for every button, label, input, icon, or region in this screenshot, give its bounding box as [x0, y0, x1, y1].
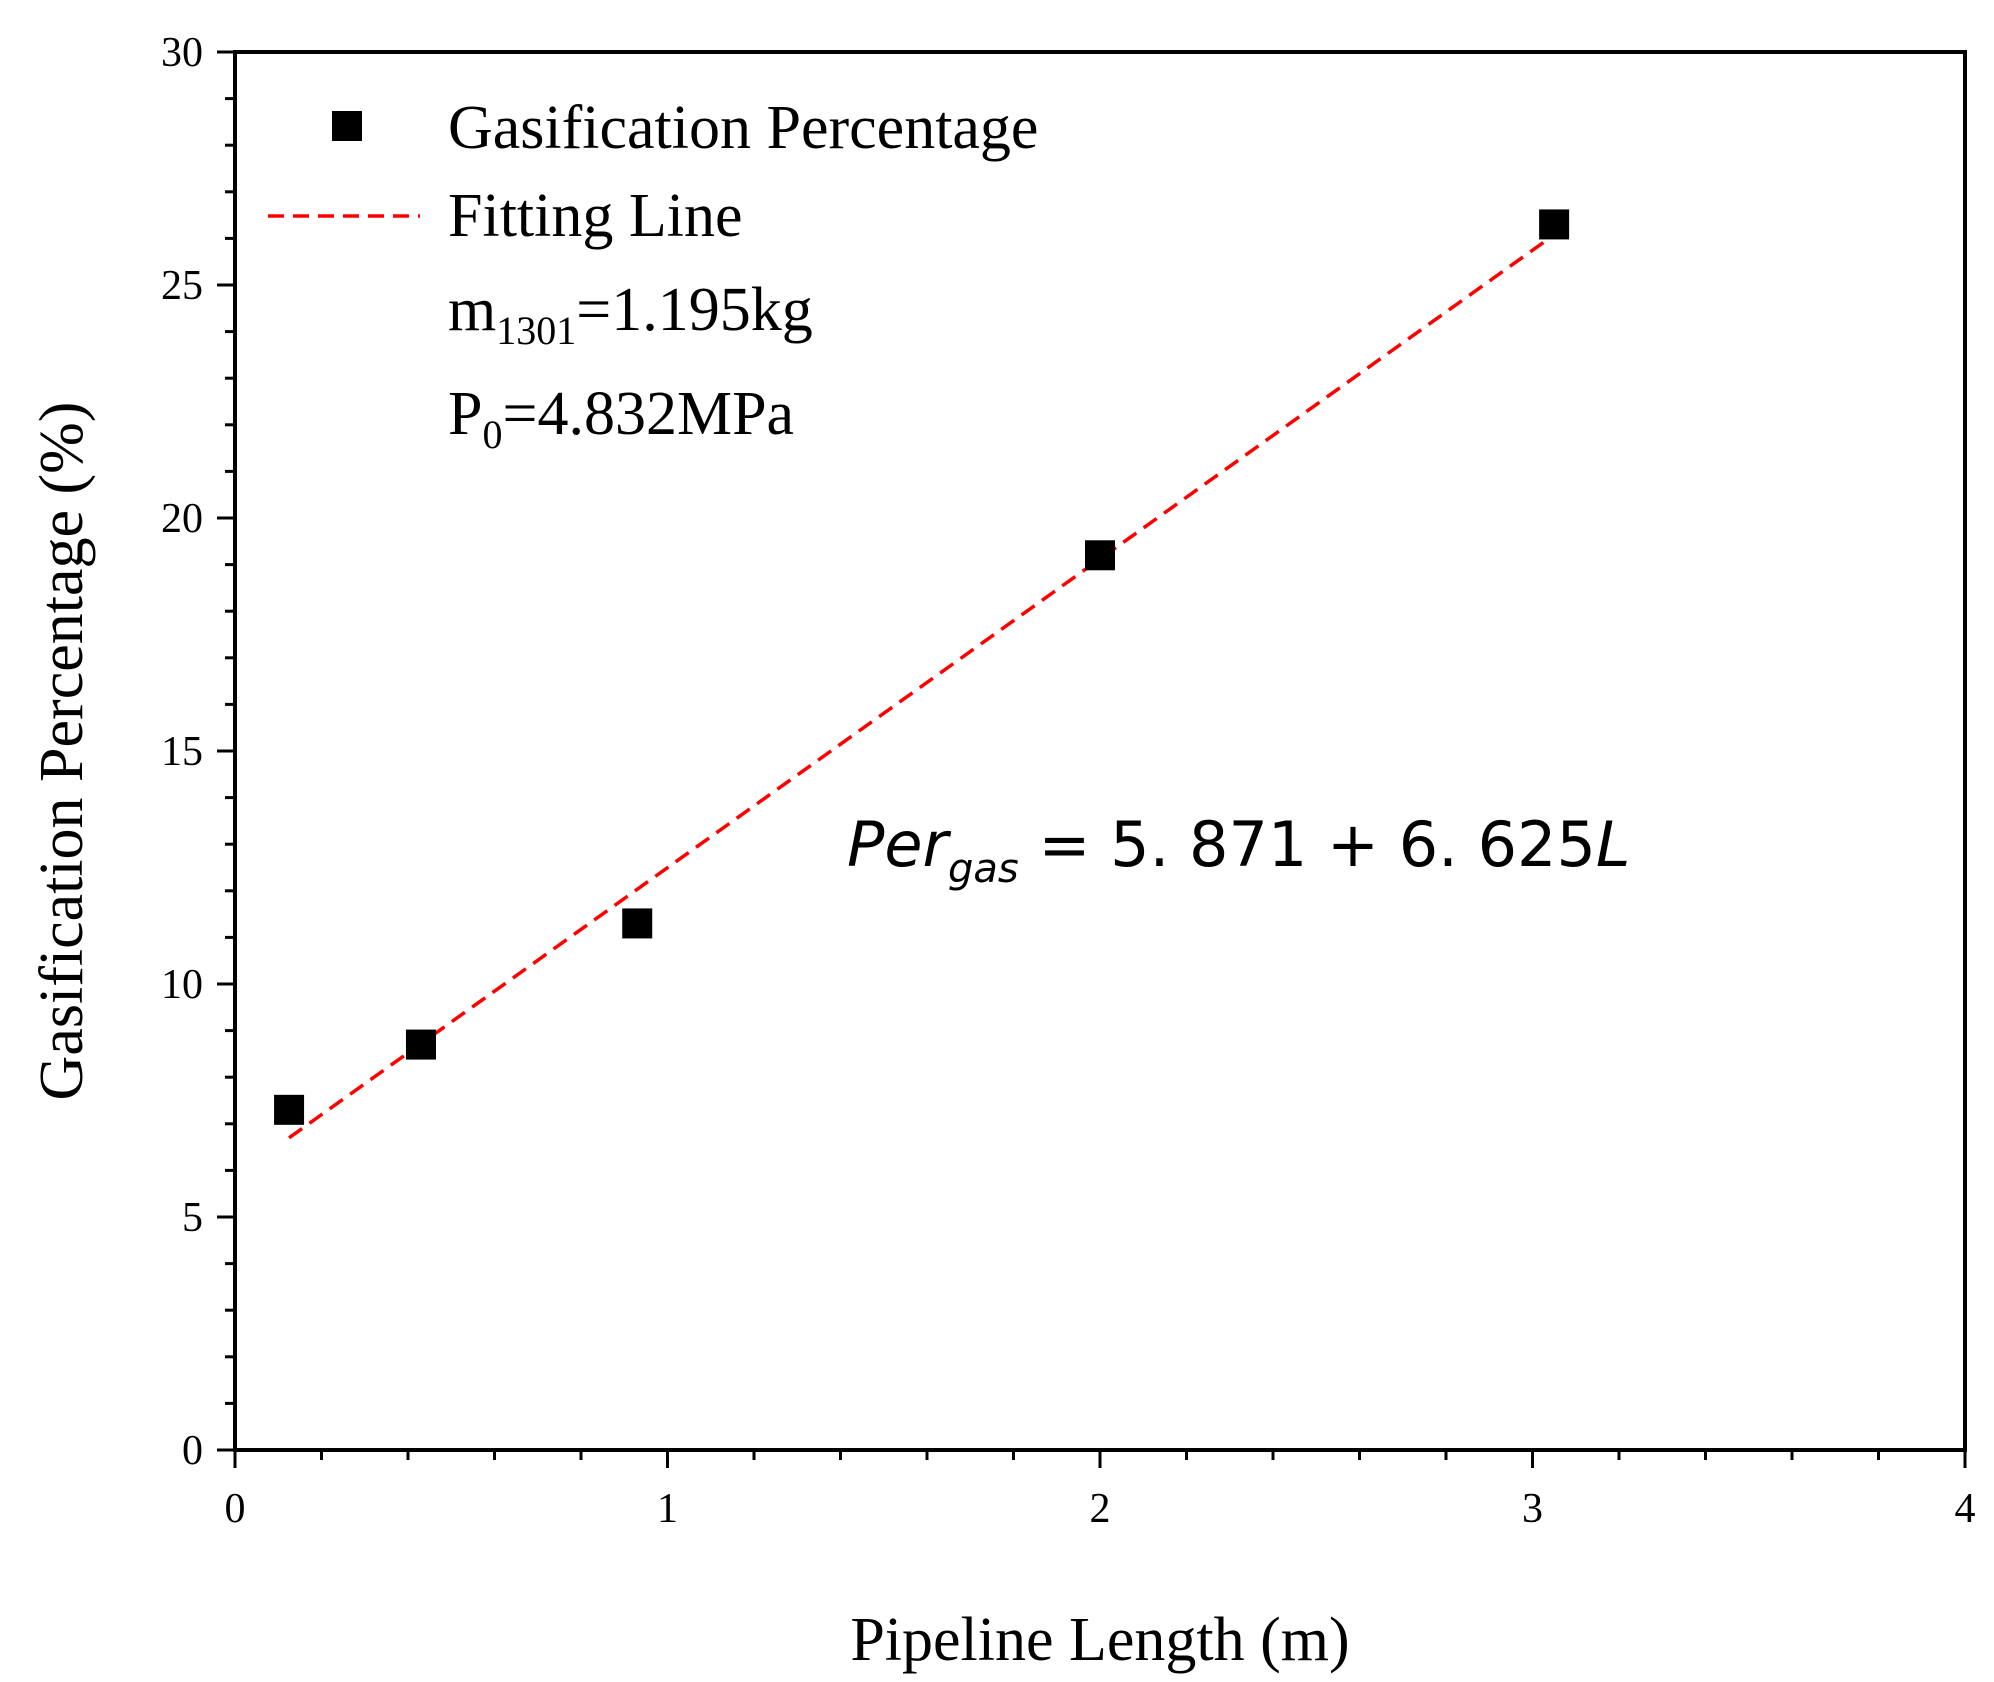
- y-tick-label: 10: [161, 962, 203, 1008]
- y-tick-label: 30: [161, 30, 203, 76]
- y-tick-label: 0: [182, 1428, 203, 1474]
- y-tick-label: 15: [161, 729, 203, 775]
- mass-subscript: 1301: [496, 308, 576, 353]
- pressure-subscript: 0: [482, 412, 502, 457]
- data-point: [274, 1094, 305, 1125]
- pressure-value: =4.832MPa: [502, 380, 794, 448]
- y-tick-label: 5: [182, 1195, 203, 1241]
- legend-label-fitting-line: Fitting Line: [448, 182, 743, 250]
- fit-equation: Pergas = 5. 871 + 6. 625L: [847, 808, 1630, 892]
- data-point: [1085, 540, 1115, 571]
- x-tick-label: 2: [1090, 1486, 1111, 1532]
- x-tick-label: 1: [657, 1486, 678, 1532]
- x-tick-label: 4: [1955, 1486, 1976, 1532]
- y-axis-title: Gasification Percentage (%): [28, 402, 96, 1101]
- legend-label-gasification: Gasification Percentage: [448, 94, 1038, 162]
- data-point: [1539, 209, 1570, 240]
- mass-value: =1.195kg: [576, 276, 812, 344]
- legend-square-marker: [332, 111, 362, 141]
- x-axis-ticks: 0 1 2 3 4: [225, 1450, 1976, 1532]
- mass-symbol: m: [448, 276, 496, 344]
- mass-annotation: m1301=1.195kg: [448, 276, 813, 353]
- legend: Gasification Percentage Fitting Line: [268, 94, 1038, 250]
- equation-rhs: = 5. 871 + 6. 625: [1019, 808, 1596, 881]
- pressure-annotation: P0=4.832MPa: [448, 380, 794, 457]
- y-axis-ticks: 0 5 10 15 20 25 30: [161, 30, 235, 1474]
- fitting-line: [288, 233, 1556, 1140]
- equation-lhs-subscript: gas: [948, 846, 1019, 892]
- pressure-symbol: P: [448, 380, 482, 448]
- x-axis-title: Pipeline Length (m): [850, 1606, 1349, 1674]
- data-point: [622, 908, 653, 939]
- plot-frame: [233, 50, 1967, 1452]
- data-points: [274, 209, 1570, 1125]
- y-tick-label: 25: [161, 263, 203, 309]
- equation-lhs: Per: [847, 808, 952, 881]
- x-tick-label: 3: [1522, 1486, 1543, 1532]
- data-point: [405, 1029, 436, 1060]
- x-tick-label: 0: [225, 1486, 246, 1532]
- y-tick-label: 20: [161, 496, 203, 542]
- equation-variable: L: [1596, 808, 1631, 881]
